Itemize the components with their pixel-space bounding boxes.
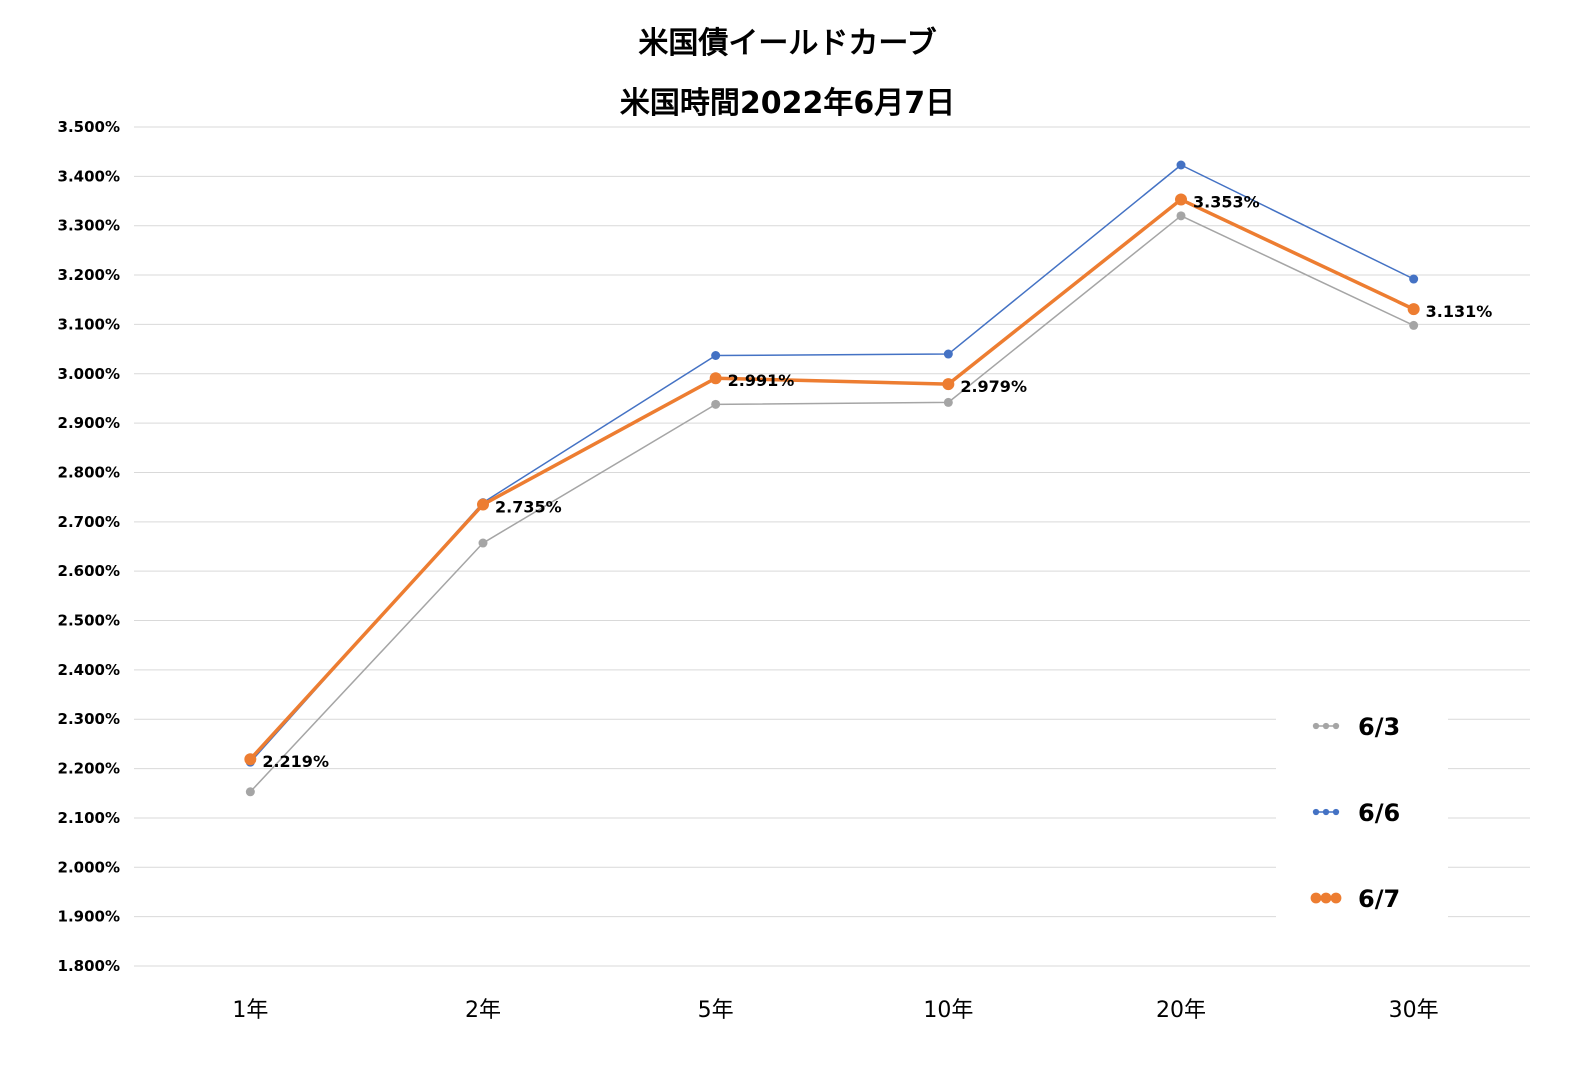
series-6-6 bbox=[245, 160, 1419, 767]
data-point bbox=[1407, 303, 1420, 316]
y-tick-label: 2.100% bbox=[58, 809, 120, 827]
legend-label: 6/3 bbox=[1358, 713, 1400, 741]
data-point bbox=[1176, 211, 1186, 221]
legend-marker bbox=[1322, 722, 1330, 730]
y-tick-label: 2.900% bbox=[58, 414, 120, 432]
data-point bbox=[245, 787, 255, 797]
data-label: 2.979% bbox=[960, 377, 1027, 396]
data-label: 3.353% bbox=[1193, 193, 1260, 212]
legend-label: 6/6 bbox=[1358, 799, 1400, 827]
gridlines bbox=[134, 126, 1530, 967]
y-tick-label: 2.500% bbox=[58, 612, 120, 630]
legend-box bbox=[1276, 690, 1448, 928]
data-labels: 2.219% 2.735% 2.991% 2.979% 3.353% 3.131% bbox=[262, 193, 1492, 772]
data-label: 2.991% bbox=[728, 371, 795, 390]
data-point bbox=[244, 753, 257, 766]
x-tick-label: 5年 bbox=[698, 998, 734, 1023]
legend-item: 6/7 bbox=[1310, 885, 1400, 913]
data-point bbox=[709, 372, 722, 385]
legend-item: 6/3 bbox=[1312, 713, 1400, 741]
y-tick-label: 3.000% bbox=[58, 365, 120, 383]
data-point bbox=[477, 498, 489, 511]
series-line bbox=[249, 164, 1414, 763]
legend-item: 6/6 bbox=[1312, 799, 1400, 827]
chart-title: 米国債イールドカーブ bbox=[638, 26, 937, 61]
legend: 6/3 6/6 6/7 bbox=[1276, 690, 1448, 928]
y-tick-label: 3.200% bbox=[58, 266, 120, 284]
legend-marker bbox=[1322, 808, 1330, 816]
y-tick-label: 2.200% bbox=[58, 760, 120, 778]
y-tick-label: 1.800% bbox=[58, 957, 120, 975]
legend-marker bbox=[1332, 808, 1340, 816]
y-tick-label: 2.300% bbox=[58, 710, 120, 728]
data-point bbox=[711, 351, 721, 361]
y-tick-label: 2.800% bbox=[58, 463, 120, 481]
y-tick-label: 3.100% bbox=[58, 315, 120, 333]
data-point bbox=[478, 538, 488, 548]
data-point bbox=[1175, 193, 1187, 206]
y-tick-label: 2.600% bbox=[58, 562, 120, 580]
series-6-7 bbox=[244, 193, 1420, 766]
chart-subtitle: 米国時間2022年6月7日 bbox=[619, 86, 956, 121]
series-6-3 bbox=[245, 211, 1419, 797]
data-point bbox=[942, 378, 955, 391]
y-tick-label: 2.700% bbox=[58, 513, 120, 531]
data-label: 2.735% bbox=[495, 498, 562, 517]
y-tick-label: 3.400% bbox=[58, 167, 120, 185]
legend-marker bbox=[1320, 892, 1332, 904]
data-point bbox=[1409, 274, 1419, 284]
y-tick-label: 3.500% bbox=[58, 118, 120, 136]
y-tick-label: 1.900% bbox=[58, 908, 120, 926]
data-point bbox=[943, 397, 953, 407]
series-line bbox=[249, 215, 1414, 793]
legend-marker bbox=[1310, 892, 1322, 904]
series-line bbox=[249, 197, 1415, 761]
x-tick-label: 20年 bbox=[1156, 998, 1206, 1023]
data-label: 2.219% bbox=[262, 752, 329, 771]
y-axis: 1.800% 1.900% 2.000% 2.100% 2.200% 2.300% 2.40… bbox=[58, 118, 120, 975]
y-tick-label: 2.400% bbox=[58, 661, 120, 679]
data-point bbox=[1176, 160, 1186, 170]
x-axis: 1年 2年 5年 10年 20年 30年 bbox=[232, 998, 1438, 1023]
x-tick-label: 30年 bbox=[1389, 998, 1439, 1023]
legend-marker bbox=[1330, 892, 1342, 904]
data-label: 3.131% bbox=[1426, 302, 1493, 321]
legend-marker bbox=[1312, 722, 1320, 730]
legend-marker bbox=[1312, 808, 1320, 816]
x-tick-label: 2年 bbox=[465, 998, 501, 1023]
y-tick-label: 3.300% bbox=[58, 217, 120, 235]
x-tick-label: 1年 bbox=[232, 998, 268, 1023]
x-tick-label: 10年 bbox=[923, 998, 973, 1023]
legend-marker bbox=[1332, 722, 1340, 730]
data-point bbox=[711, 399, 721, 409]
data-point bbox=[943, 349, 953, 359]
data-point bbox=[1409, 320, 1419, 330]
legend-label: 6/7 bbox=[1358, 885, 1400, 913]
y-tick-label: 2.000% bbox=[58, 858, 120, 876]
